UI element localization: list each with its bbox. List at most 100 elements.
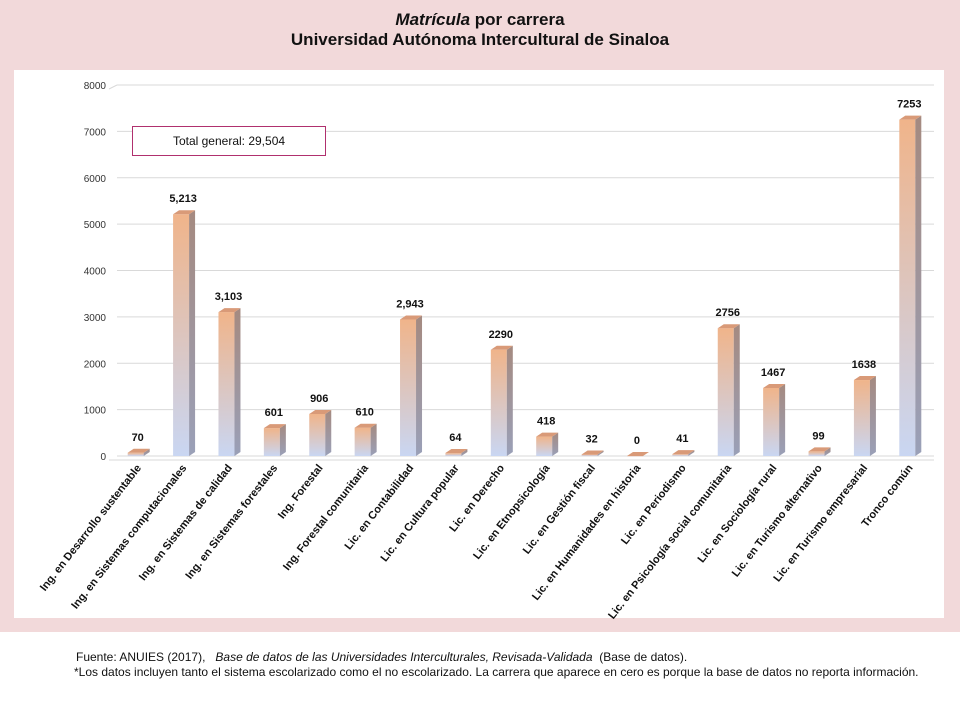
bar-top [309,409,332,414]
bar [445,449,468,456]
data-label: 418 [537,416,555,428]
bar-front [672,454,689,456]
bar-front [400,319,417,456]
bar-front [581,454,598,456]
bar-top [717,324,740,329]
bar-top [536,432,559,437]
data-label: 3,103 [215,291,243,303]
x-tick-label: Lic. en Turismo empresarial [771,462,870,584]
bar-top [853,376,876,381]
bar-top [899,115,922,120]
y-tick-label: 4000 [84,267,107,278]
bar-side [597,450,604,456]
bar-side [234,308,241,456]
bar-top [263,424,286,429]
bar-top [626,452,649,456]
footnote: *Los datos incluyen tanto el sistema esc… [74,665,919,679]
bar-front [853,380,870,456]
bar [717,324,740,456]
data-label: 70 [132,432,144,444]
x-tick-label: Lic. en Sociología rural [696,462,780,565]
bar [853,376,876,456]
bar-top [445,449,468,454]
bar-front [717,328,734,456]
bar-side [370,423,377,456]
bar-side [506,345,513,456]
source-title: Base de datos de las Universidades Inter… [215,650,593,664]
bar-front [536,436,553,456]
title-line2: Universidad Autónoma Intercultural de Si… [290,30,670,49]
bar [490,345,513,456]
bar-front [763,387,780,456]
bar-front [626,456,643,457]
bar-front [173,214,190,456]
bar-top [127,448,150,453]
bar-side [279,424,286,456]
chart-title: Matrícula por carrera Universidad Autóno… [0,10,960,50]
bar-side [461,449,468,456]
bar [763,383,786,456]
data-label: 1467 [761,367,785,379]
bar-front [354,427,371,456]
data-label: 906 [310,393,328,405]
bar-top [218,308,241,313]
bar-front [445,453,462,456]
bar-side [416,315,423,456]
bar-top [763,383,786,388]
bar [173,210,196,456]
x-tick-label: Ing. Forestal comunitaria [281,462,372,573]
bar-side [143,448,150,456]
bar [218,308,241,456]
bar-top [354,423,377,428]
bar-side [325,409,332,456]
bar-side [189,210,196,456]
bar-side [688,450,695,456]
bar [672,450,695,456]
bar [536,432,559,456]
data-label: 41 [676,433,688,445]
wall-edge [108,84,118,90]
y-tick-label: 0 [100,452,106,463]
footer: Fuente: ANUIES (2017), Base de datos de … [74,650,928,680]
bar-top [672,450,695,455]
data-label: 610 [355,407,373,419]
data-label: 2756 [716,307,740,319]
bar-front [309,413,326,456]
bar-front [490,349,507,456]
source-line: Fuente: ANUIES (2017), Base de datos de … [74,650,928,665]
bar-side [733,324,740,456]
bar [127,448,150,456]
bars [127,115,922,457]
data-label: 5,213 [169,193,197,205]
bar [808,447,831,456]
bar-side [779,383,786,456]
data-labels: 70 5,213 3,103 601 906 610 2,943 64 2290 418 32 0 41… [132,99,922,447]
data-label: 2,943 [396,299,424,311]
y-tick-label: 1000 [84,406,107,417]
y-tick-label: 2000 [84,359,107,370]
bar-front [263,428,280,456]
bar [263,424,286,456]
data-label: 7253 [897,99,921,111]
bar-side [915,115,922,457]
bar-side [824,447,831,456]
x-tick-label: Lic. en Cultura popular [379,462,463,564]
data-label: 2290 [489,329,513,341]
plot-area [14,70,944,618]
title-line1-rest: por carrera [470,10,565,29]
bar [354,423,377,456]
bar-front [127,452,144,456]
bar [581,450,604,456]
bar-front [218,312,235,456]
y-tick-label: 8000 [84,81,107,92]
bar-top [173,210,196,215]
x-tick-label: Ing. en Sistemas de calidad [137,462,235,583]
data-label: 601 [265,407,283,419]
bar-top [808,447,831,452]
bar-front [808,451,825,456]
bar-chart: 0 1000 2000 3000 4000 5000 6000 7000 8000 70 5,21… [38,81,934,622]
x-tick-label: Lic. en Etnopsicología [471,462,553,562]
y-axis: 0 1000 2000 3000 4000 5000 6000 7000 8000 [84,81,107,463]
bar-top [400,315,423,320]
